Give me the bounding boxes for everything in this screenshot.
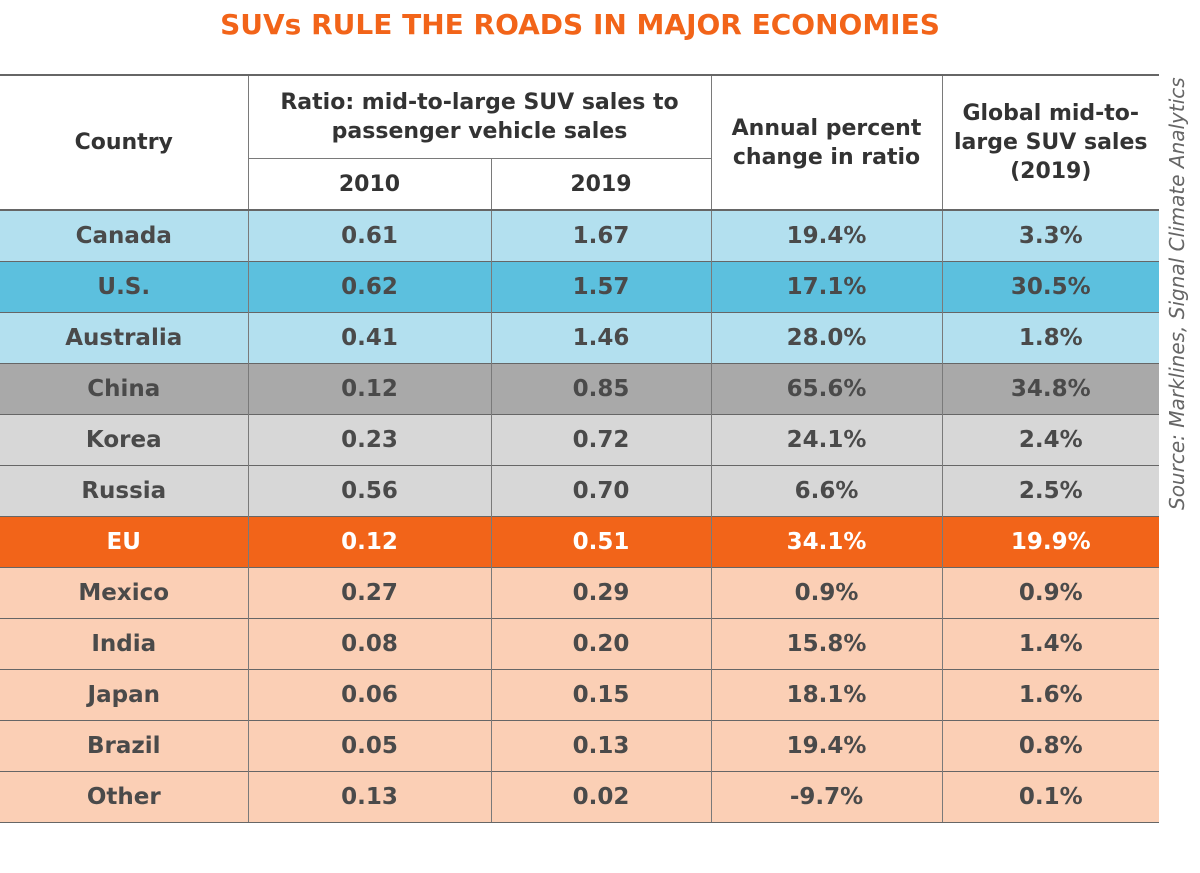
cell-ratio-2019: 0.72 <box>490 414 711 466</box>
cell-global-share: 0.9% <box>941 567 1159 619</box>
cell-country: Australia <box>0 312 248 364</box>
cell-ratio-2010: 0.12 <box>247 516 491 568</box>
header-year-2019: 2019 <box>490 158 711 210</box>
cell-ratio-2010: 0.08 <box>247 618 491 670</box>
cell-global-share: 34.8% <box>941 363 1159 415</box>
cell-country: China <box>0 363 248 415</box>
table-row: Russia 0.56 0.70 6.6% 2.5% <box>0 465 1159 517</box>
cell-ratio-2019: 0.29 <box>490 567 711 619</box>
cell-annual-change: 34.1% <box>710 516 942 568</box>
cell-ratio-2010: 0.12 <box>247 363 491 415</box>
table-row: Brazil 0.05 0.13 19.4% 0.8% <box>0 720 1159 772</box>
cell-country: EU <box>0 516 248 568</box>
header-row-years: 2010 2019 <box>0 158 1159 210</box>
header-global-sales: Global mid-to-large SUV sales (2019) <box>941 74 1159 210</box>
cell-annual-change: 15.8% <box>710 618 942 670</box>
cell-annual-change: 6.6% <box>710 465 942 517</box>
cell-country: Korea <box>0 414 248 466</box>
cell-annual-change: 28.0% <box>710 312 942 364</box>
cell-ratio-2010: 0.56 <box>247 465 491 517</box>
header-country: Country <box>0 74 248 210</box>
cell-ratio-2019: 1.46 <box>490 312 711 364</box>
cell-annual-change: 0.9% <box>710 567 942 619</box>
cell-ratio-2010: 0.23 <box>247 414 491 466</box>
cell-ratio-2010: 0.27 <box>247 567 491 619</box>
cell-ratio-2010: 0.41 <box>247 312 491 364</box>
cell-country: Brazil <box>0 720 248 772</box>
cell-ratio-2019: 0.70 <box>490 465 711 517</box>
header-year-2010: 2010 <box>247 158 491 210</box>
table-row: EU 0.12 0.51 34.1% 19.9% <box>0 516 1159 568</box>
cell-global-share: 0.8% <box>941 720 1159 772</box>
table-row: U.S. 0.62 1.57 17.1% 30.5% <box>0 261 1159 313</box>
chart-title: SUVs RULE THE ROADS IN MAJOR ECONOMIES <box>220 8 940 41</box>
cell-global-share: 0.1% <box>941 771 1159 823</box>
cell-country: Canada <box>0 209 248 262</box>
cell-ratio-2019: 0.51 <box>490 516 711 568</box>
table-row: Mexico 0.27 0.29 0.9% 0.9% <box>0 567 1159 619</box>
cell-ratio-2019: 0.13 <box>490 720 711 772</box>
table-row: Canada 0.61 1.67 19.4% 3.3% <box>0 209 1159 262</box>
cell-annual-change: 19.4% <box>710 209 942 262</box>
cell-global-share: 1.4% <box>941 618 1159 670</box>
cell-ratio-2010: 0.61 <box>247 209 491 262</box>
table-row: Other 0.13 0.02 -9.7% 0.1% <box>0 771 1159 823</box>
suv-table: Country Ratio: mid-to-large SUV sales to… <box>0 74 1159 823</box>
cell-annual-change: 65.6% <box>710 363 942 415</box>
cell-country: Mexico <box>0 567 248 619</box>
cell-ratio-2010: 0.62 <box>247 261 491 313</box>
cell-country: Russia <box>0 465 248 517</box>
cell-global-share: 30.5% <box>941 261 1159 313</box>
cell-ratio-2010: 0.05 <box>247 720 491 772</box>
header-annual-change: Annual percent change in ratio <box>710 74 942 210</box>
cell-global-share: 2.5% <box>941 465 1159 517</box>
cell-global-share: 1.8% <box>941 312 1159 364</box>
cell-country: U.S. <box>0 261 248 313</box>
cell-annual-change: 19.4% <box>710 720 942 772</box>
cell-country: India <box>0 618 248 670</box>
cell-annual-change: 24.1% <box>710 414 942 466</box>
cell-global-share: 19.9% <box>941 516 1159 568</box>
cell-ratio-2019: 1.67 <box>490 209 711 262</box>
cell-country: Other <box>0 771 248 823</box>
cell-ratio-2019: 0.20 <box>490 618 711 670</box>
cell-ratio-2010: 0.13 <box>247 771 491 823</box>
cell-country: Japan <box>0 669 248 721</box>
table-row: Australia 0.41 1.46 28.0% 1.8% <box>0 312 1159 364</box>
cell-annual-change: 18.1% <box>710 669 942 721</box>
cell-annual-change: 17.1% <box>710 261 942 313</box>
table-row: China 0.12 0.85 65.6% 34.8% <box>0 363 1159 415</box>
header-ratio-group: Ratio: mid-to-large SUV sales to passeng… <box>247 74 711 159</box>
cell-ratio-2019: 1.57 <box>490 261 711 313</box>
cell-global-share: 3.3% <box>941 209 1159 262</box>
table-row: Japan 0.06 0.15 18.1% 1.6% <box>0 669 1159 721</box>
cell-annual-change: -9.7% <box>710 771 942 823</box>
source-note: Source: Marklines, Signal Climate Analyt… <box>1165 77 1189 510</box>
cell-global-share: 1.6% <box>941 669 1159 721</box>
cell-global-share: 2.4% <box>941 414 1159 466</box>
header-row-top: Country Ratio: mid-to-large SUV sales to… <box>0 74 1159 210</box>
cell-ratio-2019: 0.02 <box>490 771 711 823</box>
cell-ratio-2010: 0.06 <box>247 669 491 721</box>
table-body: Canada 0.61 1.67 19.4% 3.3% U.S. 0.62 1.57 17.1%… <box>0 209 1159 823</box>
table-row: India 0.08 0.20 15.8% 1.4% <box>0 618 1159 670</box>
table-row: Korea 0.23 0.72 24.1% 2.4% <box>0 414 1159 466</box>
cell-ratio-2019: 0.85 <box>490 363 711 415</box>
cell-ratio-2019: 0.15 <box>490 669 711 721</box>
